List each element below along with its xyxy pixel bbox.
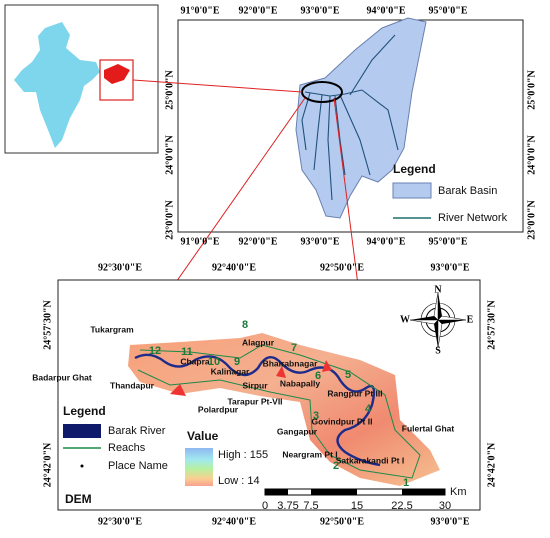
lat-label: 24°0'0"N [526,134,537,174]
lat-label: 24°57'30"N [42,299,53,349]
reach-number: 8 [242,319,248,331]
lon-label: 92°40'0"E [212,516,256,527]
lon-label: 92°40'0"E [212,262,256,273]
lon-label: 92°0'0"E [239,5,278,16]
lon-label: 93°0'0"E [301,5,340,16]
legend-high: High : 155 [218,449,268,461]
place-label: Thandapur [110,380,155,390]
place-label: Sirpur [242,380,268,390]
reach-number: 7 [291,342,297,354]
scale-label: 22.5 [391,500,412,512]
lat-label: 23°0'0"N [164,199,175,239]
lon-label: 91°0'0"E [181,236,220,247]
legend-item: Barak Basin [438,185,497,197]
layer-name: DEM [65,492,92,506]
compass-letter: W [400,314,410,325]
india-shape [14,22,100,148]
place-label: Fulertal Ghat [402,423,455,433]
dem-peaks [170,360,332,396]
lon-label: 94°0'0"E [367,236,406,247]
lon-label: 92°50'0"E [320,262,364,273]
legend-item: Place Name [108,460,168,472]
legend-river-swatch2 [63,424,101,438]
place-label: Tukargram [90,324,134,334]
place-label: Govindpur Pt II [312,416,373,426]
place-label: Bhairabnagar [263,358,318,368]
compass-letter: N [434,284,442,295]
lat-label: 24°57'30"N [486,299,497,349]
lon-label: 91°0'0"E [181,5,220,16]
legend-item: River Network [438,212,508,224]
barak-river [134,353,381,467]
reach-number: 10 [208,356,220,368]
compass-letter: S [435,345,441,356]
reach-number: 4 [365,403,372,415]
legend-item: Reachs [108,442,146,454]
place-label: Nabapally [280,378,320,388]
basin-shape [295,17,427,219]
lon-label: 93°0'0"E [301,236,340,247]
reach-number: 11 [181,346,193,358]
legend-value-title: Value [187,429,219,443]
barak-region [104,64,130,84]
place-label: Chapra [180,356,210,366]
scale-bar [264,488,446,496]
reach-number: 6 [315,370,321,382]
lon-label: 92°50'0"E [320,516,364,527]
compass-letter: E [467,314,474,325]
scale-label: 15 [351,500,363,512]
place-label: Neargram Pt I [282,449,337,459]
legend-low: Low : 14 [218,475,260,487]
place-label: Badarpur Ghat [32,372,92,382]
dem-area [128,333,440,486]
scale-label: 30 [439,500,451,512]
lat-label: 24°0'0"N [164,134,175,174]
compass-rose [409,291,467,349]
lon-label: 92°30'0"E [98,516,142,527]
lon-label: 93°0'0"E [431,262,470,273]
labels: 91°0'0"E 91°0'0"E 92°0'0"E 92°0'0"E 93°0'0"E… [32,5,537,527]
lat-label: 24°42'0"N [42,442,53,487]
legend-basin-swatch [392,182,432,199]
lon-label: 95°0'0"E [429,236,468,247]
legend-title: Legend [63,404,106,418]
reach-number: 2 [333,460,339,472]
scale-label: 0 [262,500,268,512]
reach-number: 9 [234,356,240,368]
place-label: Gangapur [277,426,318,436]
reach-number: 3 [313,410,319,422]
place-label: Tarapur Pt-VII [227,396,282,406]
lon-label: 95°0'0"E [429,5,468,16]
lon-label: 92°30'0"E [98,262,142,273]
lon-label: 94°0'0"E [367,5,406,16]
lat-label: 25°0'0"N [526,69,537,109]
legend-value-ramp [185,448,213,486]
scale-unit: Km [450,486,467,498]
place-label: Polardpur [198,404,239,414]
river-network [301,34,399,201]
reach-number: 5 [345,369,351,381]
lat-label: 23°0'0"N [526,199,537,239]
scale-label: 7.5 [303,500,318,512]
legend-item: Barak River [108,425,166,437]
lon-label: 93°0'0"E [431,516,470,527]
legend-title: Legend [393,162,436,176]
scale-label: 3.75 [277,500,298,512]
place-label: Kalinagar [211,366,250,376]
legend-place-swatch [80,464,84,468]
reach-number: 12 [149,345,161,357]
place-label: Rangpur Pt III [327,388,382,398]
place-label: Alagpur [242,337,275,347]
reach-lines [137,344,421,479]
lon-label: 92°0'0"E [239,236,278,247]
reach-number: 1 [403,477,409,489]
lat-label: 24°42'0"N [486,442,497,487]
lat-label: 25°0'0"N [164,69,175,109]
place-label: Satkarakandi Pt I [336,455,405,465]
